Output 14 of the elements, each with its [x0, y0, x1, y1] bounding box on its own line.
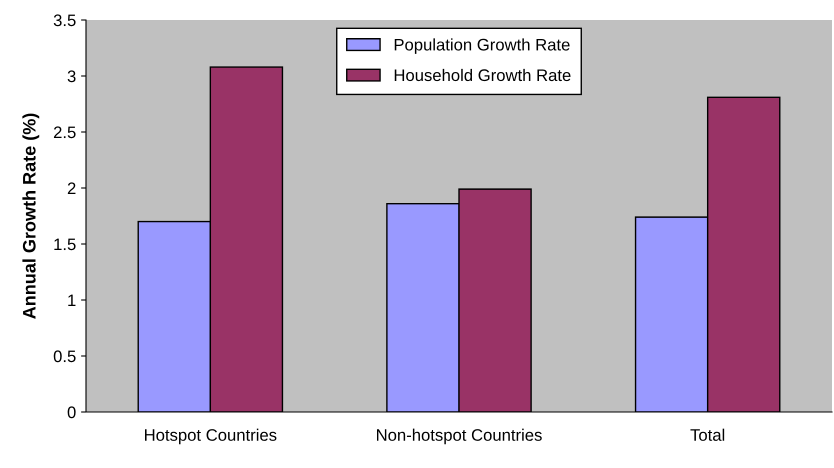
x-tick-label: Hotspot Countries [145, 428, 276, 444]
y-tick-label: 2.5 [54, 126, 76, 138]
y-tick-label: 3 [68, 70, 76, 82]
y-tick-label: 0 [68, 406, 76, 418]
x-tick-label: Non-hotspot Countries [376, 428, 542, 444]
y-tick-label: 1 [68, 294, 76, 306]
x-tick-label: Total [690, 428, 724, 441]
y-axis-title: Annual Growth Rate (%) [22, 114, 40, 319]
legend-label: Population Growth Rate [394, 38, 570, 54]
y-tick-label: 0.5 [54, 350, 76, 362]
y-tick-label: 1.5 [54, 238, 76, 250]
y-tick-label: 2 [68, 182, 76, 194]
legend-label: Household Growth Rate [394, 68, 571, 82]
y-tick-label: 3.5 [54, 14, 76, 26]
